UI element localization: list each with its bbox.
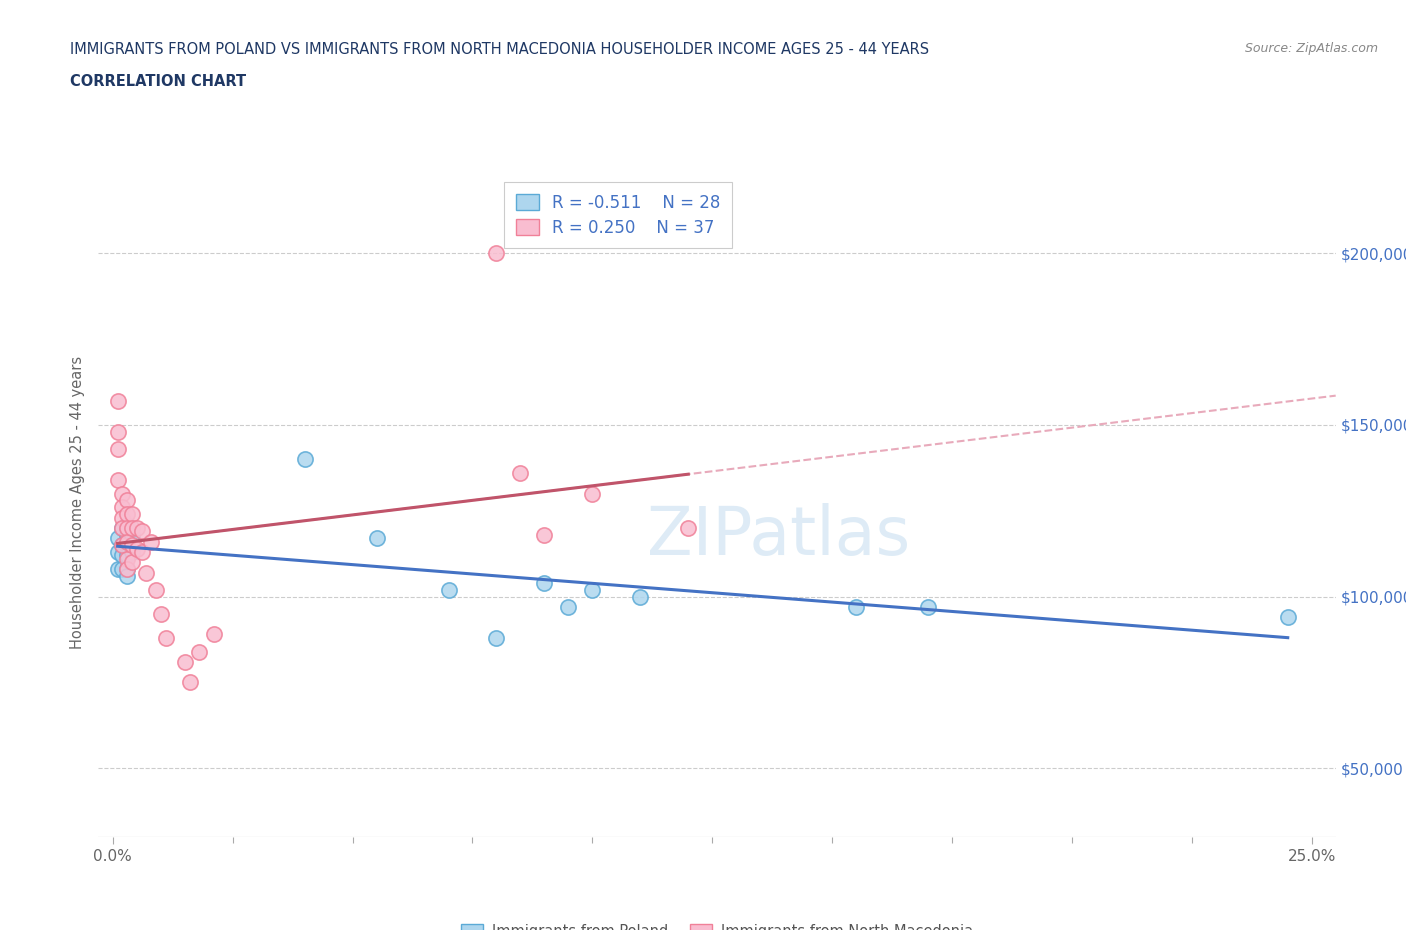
Point (111, 521, 134, 536)
Point (115, 538, 138, 552)
Point (485, 246, 508, 260)
Point (294, 452, 316, 467)
Point (188, 644, 211, 659)
Point (121, 527, 143, 542)
Point (121, 521, 143, 536)
Point (131, 524, 153, 538)
Point (115, 534, 138, 549)
Point (115, 517, 138, 532)
Point (179, 675, 201, 690)
Point (149, 606, 172, 621)
Point (121, 555, 143, 570)
Point (135, 565, 157, 580)
Point (107, 562, 129, 577)
Point (202, 627, 225, 642)
Point (533, 576, 555, 591)
Point (111, 500, 134, 515)
Point (111, 538, 134, 552)
Point (107, 472, 129, 487)
Point (111, 562, 134, 577)
Point (845, 600, 868, 615)
Point (115, 521, 138, 536)
Point (1277, 610, 1299, 625)
Point (145, 582, 167, 597)
Point (107, 442, 129, 457)
Point (115, 521, 138, 536)
Point (107, 393, 129, 408)
Point (155, 631, 177, 645)
Point (111, 521, 134, 536)
Point (115, 562, 138, 577)
Point (107, 531, 129, 546)
Point (115, 551, 138, 566)
Point (678, 521, 700, 536)
Point (173, 655, 195, 670)
Point (115, 568, 138, 583)
Point (581, 486, 603, 501)
Point (115, 527, 138, 542)
Text: IMMIGRANTS FROM POLAND VS IMMIGRANTS FROM NORTH MACEDONIA HOUSEHOLDER INCOME AGE: IMMIGRANTS FROM POLAND VS IMMIGRANTS FRO… (70, 42, 929, 57)
Text: ZIPatlas: ZIPatlas (647, 503, 911, 568)
Point (917, 600, 939, 615)
Point (485, 631, 508, 645)
Point (437, 582, 460, 597)
Text: Source: ZipAtlas.com: Source: ZipAtlas.com (1244, 42, 1378, 55)
Point (115, 538, 138, 552)
Point (509, 466, 531, 481)
Point (141, 534, 163, 549)
Point (121, 538, 143, 552)
Point (125, 521, 148, 536)
Legend: Immigrants from Poland, Immigrants from North Macedonia: Immigrants from Poland, Immigrants from … (456, 918, 979, 930)
Point (111, 511, 134, 525)
Point (107, 545, 129, 560)
Point (115, 493, 138, 508)
Point (121, 545, 143, 560)
Point (115, 507, 138, 522)
Text: CORRELATION CHART: CORRELATION CHART (70, 74, 246, 89)
Point (533, 527, 555, 542)
Point (115, 548, 138, 563)
Point (557, 600, 579, 615)
Point (111, 486, 134, 501)
Point (111, 538, 134, 552)
Point (115, 562, 138, 577)
Point (111, 548, 134, 563)
Point (628, 590, 651, 604)
Point (131, 545, 153, 560)
Y-axis label: Householder Income Ages 25 - 44 years: Householder Income Ages 25 - 44 years (70, 355, 86, 649)
Point (581, 582, 603, 597)
Point (121, 507, 143, 522)
Point (125, 541, 148, 556)
Point (366, 531, 388, 546)
Point (107, 424, 129, 439)
